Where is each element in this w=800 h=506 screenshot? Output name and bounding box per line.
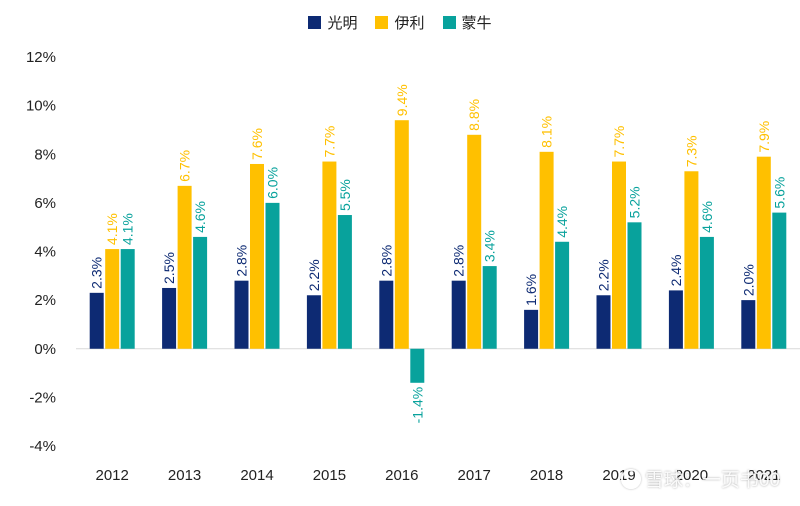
x-tick-label: 2015 bbox=[313, 467, 346, 484]
data-label: 2.8% bbox=[378, 245, 394, 277]
data-label: 8.1% bbox=[539, 116, 555, 148]
bar bbox=[120, 249, 135, 349]
chart-legend: 光明 伊利 蒙牛 bbox=[0, 12, 800, 33]
bar bbox=[306, 295, 321, 349]
y-tick-label: -4% bbox=[29, 438, 56, 455]
data-label: -1.4% bbox=[409, 387, 425, 424]
bar bbox=[539, 151, 554, 349]
bar bbox=[699, 236, 714, 349]
y-tick-label: 4% bbox=[34, 244, 56, 261]
legend-swatch bbox=[375, 16, 389, 29]
data-label: 4.4% bbox=[554, 206, 570, 238]
legend-label: 伊利 bbox=[394, 15, 425, 32]
legend-swatch bbox=[308, 16, 322, 29]
bar bbox=[89, 292, 104, 349]
bar bbox=[482, 266, 497, 349]
data-label: 5.2% bbox=[627, 186, 643, 218]
data-label: 7.3% bbox=[683, 135, 699, 167]
bar bbox=[234, 280, 249, 349]
legend-label: 蒙牛 bbox=[461, 15, 492, 32]
snowball-logo-icon bbox=[620, 468, 641, 489]
bar bbox=[394, 120, 409, 349]
bar bbox=[555, 241, 570, 349]
bar bbox=[105, 249, 120, 349]
bar bbox=[410, 348, 425, 383]
bar bbox=[177, 185, 192, 349]
bar bbox=[250, 163, 264, 349]
bar bbox=[772, 212, 787, 349]
data-label: 9.4% bbox=[394, 84, 410, 116]
data-label: 2.2% bbox=[596, 259, 612, 291]
bar bbox=[524, 309, 539, 349]
x-tick-label: 2021 bbox=[747, 467, 780, 484]
y-tick-label: 2% bbox=[34, 292, 56, 309]
x-tick-label: 2017 bbox=[458, 467, 491, 484]
data-label: 3.4% bbox=[482, 230, 498, 262]
data-label: 8.8% bbox=[466, 99, 482, 131]
data-label: 4.6% bbox=[192, 201, 208, 233]
data-label: 7.7% bbox=[611, 126, 627, 158]
x-tick-label: 2018 bbox=[530, 467, 563, 484]
y-tick-label: 10% bbox=[26, 98, 56, 115]
legend-swatch bbox=[442, 16, 456, 29]
data-label: 2.8% bbox=[451, 245, 467, 277]
watermark-text: 雪球：一页书00 bbox=[644, 470, 780, 491]
bar bbox=[668, 290, 683, 349]
y-tick-label: 12% bbox=[26, 49, 56, 66]
data-label: 2.0% bbox=[740, 264, 756, 296]
y-tick-label: -2% bbox=[29, 389, 56, 406]
y-tick-label: 0% bbox=[34, 341, 56, 358]
bar bbox=[322, 161, 337, 349]
bar bbox=[756, 156, 771, 349]
x-tick-label: 2012 bbox=[96, 467, 129, 484]
data-label: 7.6% bbox=[249, 128, 265, 160]
data-label: 2.3% bbox=[89, 257, 105, 289]
data-label: 2.2% bbox=[306, 259, 322, 291]
y-tick-label: 8% bbox=[34, 146, 56, 163]
bar bbox=[612, 161, 626, 349]
data-label: 7.7% bbox=[321, 126, 337, 158]
bar bbox=[741, 300, 756, 349]
data-label: 1.6% bbox=[523, 274, 539, 306]
data-label: 6.7% bbox=[177, 150, 193, 182]
data-label: 4.6% bbox=[699, 201, 715, 233]
x-tick-label: 2014 bbox=[240, 467, 273, 484]
watermark: 雪球：一页书00 bbox=[620, 465, 780, 492]
data-label: 5.6% bbox=[771, 177, 787, 209]
bar bbox=[337, 215, 352, 349]
data-label: 2.4% bbox=[668, 254, 684, 286]
legend-item: 光明 bbox=[308, 12, 357, 33]
bar bbox=[627, 222, 642, 349]
x-tick-label: 2020 bbox=[675, 467, 708, 484]
bar bbox=[596, 295, 611, 349]
bar bbox=[684, 171, 699, 349]
legend-label: 光明 bbox=[327, 15, 358, 32]
bar bbox=[379, 280, 394, 349]
legend-item: 蒙牛 bbox=[442, 12, 492, 33]
bar bbox=[162, 287, 177, 349]
y-tick-label: 6% bbox=[34, 195, 56, 212]
x-tick-label: 2013 bbox=[168, 467, 201, 484]
data-label: 4.1% bbox=[104, 213, 120, 245]
bar bbox=[193, 236, 208, 349]
legend-item: 伊利 bbox=[375, 12, 425, 33]
data-label: 2.5% bbox=[161, 252, 177, 284]
data-label: 2.8% bbox=[234, 245, 250, 277]
bar bbox=[467, 134, 482, 349]
data-label: 4.1% bbox=[120, 213, 136, 245]
bar bbox=[451, 280, 466, 349]
data-label: 6.0% bbox=[265, 167, 281, 199]
bar bbox=[265, 202, 280, 349]
data-label: 7.9% bbox=[756, 121, 772, 153]
data-label: 5.5% bbox=[337, 179, 353, 211]
x-tick-label: 2016 bbox=[385, 467, 418, 484]
